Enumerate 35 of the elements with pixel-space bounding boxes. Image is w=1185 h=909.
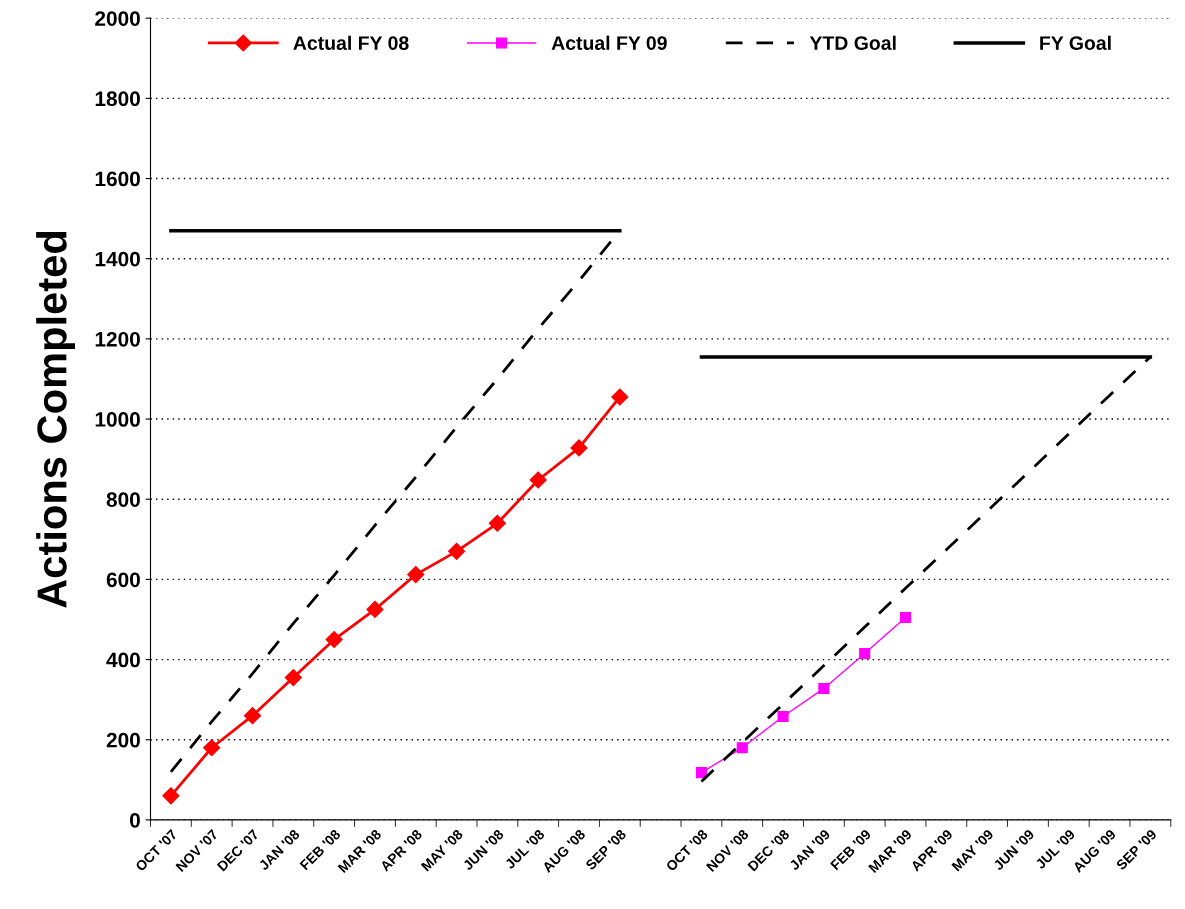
y-tick-label: 1400: [95, 251, 140, 267]
y-tick-label: 1800: [95, 91, 140, 107]
y-tick-label: 400: [106, 652, 140, 668]
point: [284, 669, 302, 687]
point: [243, 707, 262, 725]
point: [448, 542, 466, 560]
legend-label: FY Goal: [1040, 35, 1111, 50]
y-tick-label: 800: [106, 492, 140, 507]
point: [777, 710, 789, 723]
point: [818, 682, 830, 694]
point: [529, 471, 547, 489]
legend-label: Actual FY 09: [551, 35, 667, 50]
point: [859, 648, 871, 660]
point: [203, 739, 221, 757]
point: [366, 600, 384, 619]
y-tick-label: 0: [130, 812, 140, 828]
legend-label: YTD Goal: [809, 35, 896, 50]
point: [570, 439, 588, 457]
point: [407, 566, 425, 584]
y-tick-label: 1200: [95, 331, 140, 347]
point: [611, 388, 629, 406]
y-tick-label: 1600: [95, 171, 140, 187]
point: [736, 742, 748, 754]
point: [488, 514, 506, 532]
point: [162, 787, 180, 805]
x-tick-label: JUL '09: [1034, 828, 1076, 870]
y-axis-title: Actions Completed: [36, 231, 75, 608]
point: [695, 767, 708, 779]
point: [325, 630, 343, 649]
y-tick-label: 1000: [95, 412, 140, 427]
y-tick-label: 200: [106, 732, 140, 748]
legend-label: Actual FY 08: [293, 35, 409, 50]
point: [899, 611, 912, 624]
y-tick-label: 2000: [95, 11, 140, 26]
y-tick-label: 600: [106, 572, 140, 588]
